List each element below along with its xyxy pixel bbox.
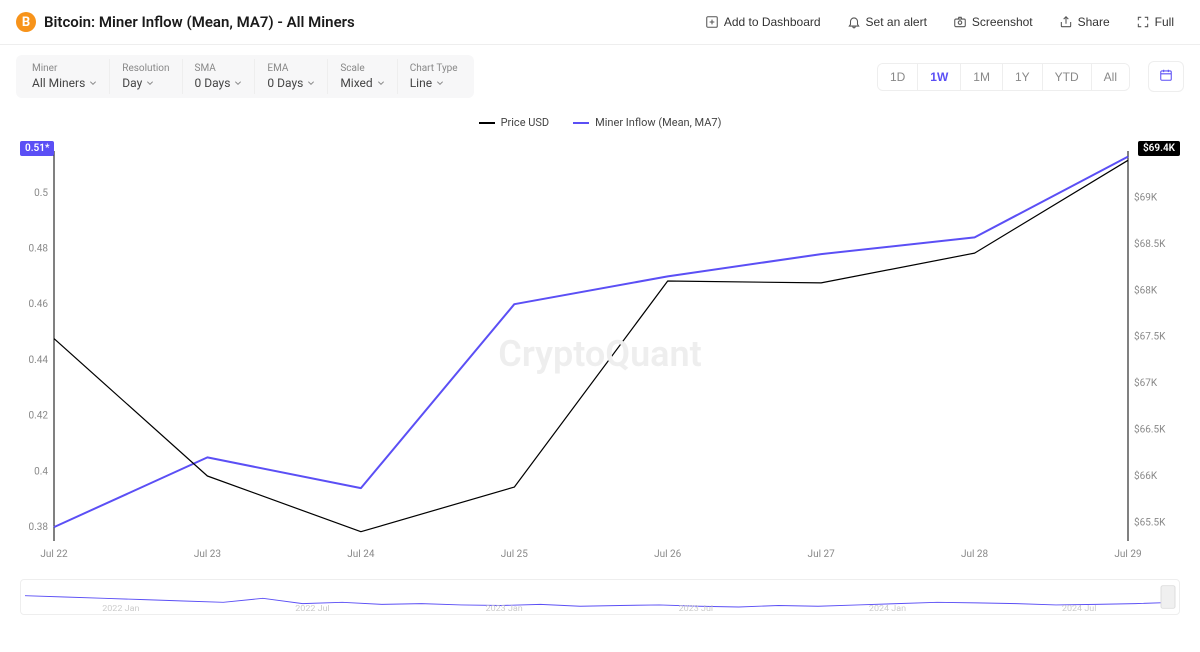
legend-swatch xyxy=(479,122,495,124)
chevron-down-icon xyxy=(436,79,444,87)
filter-miner[interactable]: Miner All Miners xyxy=(20,59,110,94)
filter-label: EMA xyxy=(267,63,315,74)
svg-text:0.44: 0.44 xyxy=(29,355,49,366)
add-to-dashboard-button[interactable]: Add to Dashboard xyxy=(695,10,831,34)
filter-label: Resolution xyxy=(122,63,169,74)
chart-svg: 0.38 0.4 0.42 0.44 0.46 0.48 0.5 $65.5K $66K $66.… xyxy=(20,141,1180,571)
svg-text:Jul 27: Jul 27 xyxy=(808,549,836,560)
legend-item: Price USD xyxy=(479,116,550,129)
filter-ema[interactable]: EMA 0 Days xyxy=(255,59,328,94)
svg-text:Jul 24: Jul 24 xyxy=(347,549,375,560)
legend-item: Miner Inflow (Mean, MA7) xyxy=(573,116,721,129)
filter-label: Scale xyxy=(340,63,384,74)
svg-text:Jul 22: Jul 22 xyxy=(40,549,68,560)
svg-text:Jul 25: Jul 25 xyxy=(501,549,529,560)
filter-label: SMA xyxy=(195,63,243,74)
y-right-current-badge: $69.4K xyxy=(1138,141,1180,156)
toolbar: Miner All Miners Resolution Day SMA 0 Da… xyxy=(0,45,1200,108)
screenshot-label: Screenshot xyxy=(972,15,1033,29)
svg-text:0.46: 0.46 xyxy=(29,299,49,310)
range-1d[interactable]: 1D xyxy=(878,64,918,90)
time-range-selector: 1D1W1M1YYTDAll xyxy=(877,63,1130,91)
range-1m[interactable]: 1M xyxy=(961,64,1003,90)
set-alert-button[interactable]: Set an alert xyxy=(837,10,937,34)
legend-label: Miner Inflow (Mean, MA7) xyxy=(595,116,721,129)
filter-value: Mixed xyxy=(340,76,384,90)
add-dashboard-label: Add to Dashboard xyxy=(724,15,821,29)
svg-text:2024 Jul: 2024 Jul xyxy=(1062,604,1096,614)
share-icon xyxy=(1059,15,1073,29)
range-ytd[interactable]: YTD xyxy=(1043,64,1092,90)
chevron-down-icon xyxy=(89,79,97,87)
mini-chart-svg: 2022 Jan 2022 Jul 2023 Jan 2023 Jul 2024 Jan… xyxy=(21,580,1179,614)
svg-text:0.4: 0.4 xyxy=(34,466,48,477)
legend-label: Price USD xyxy=(501,116,550,129)
svg-text:2023 Jan: 2023 Jan xyxy=(486,604,523,614)
filter-value: 0 Days xyxy=(267,76,315,90)
range-all[interactable]: All xyxy=(1092,64,1129,90)
svg-text:$68K: $68K xyxy=(1134,283,1158,296)
svg-text:0.38: 0.38 xyxy=(29,522,49,533)
header: B Bitcoin: Miner Inflow (Mean, MA7) - Al… xyxy=(0,0,1200,45)
svg-text:Jul 23: Jul 23 xyxy=(194,549,221,560)
svg-text:Jul 26: Jul 26 xyxy=(654,549,682,560)
filter-resolution[interactable]: Resolution Day xyxy=(110,59,182,94)
svg-text:2022 Jul: 2022 Jul xyxy=(295,604,329,614)
svg-text:$69K: $69K xyxy=(1134,190,1158,203)
filter-value: Day xyxy=(122,76,169,90)
svg-text:0.42: 0.42 xyxy=(29,411,49,422)
svg-text:$68.5K: $68.5K xyxy=(1134,237,1166,250)
chart-legend: Price USD Miner Inflow (Mean, MA7) xyxy=(0,108,1200,141)
svg-text:$67K: $67K xyxy=(1134,376,1158,389)
filter-value: Line xyxy=(410,76,458,90)
dashboard-icon xyxy=(705,15,719,29)
bell-icon xyxy=(847,15,861,29)
chevron-down-icon xyxy=(234,79,242,87)
full-button[interactable]: Full xyxy=(1126,10,1184,34)
bitcoin-icon-letter: B xyxy=(22,15,30,30)
filter-scale[interactable]: Scale Mixed xyxy=(328,59,397,94)
svg-text:2024 Jan: 2024 Jan xyxy=(869,604,906,614)
share-button[interactable]: Share xyxy=(1049,10,1120,34)
page-title: Bitcoin: Miner Inflow (Mean, MA7) - All … xyxy=(44,13,687,31)
screenshot-button[interactable]: Screenshot xyxy=(943,10,1043,34)
legend-swatch xyxy=(573,122,589,124)
filter-label: Miner xyxy=(32,63,97,74)
range-1y[interactable]: 1Y xyxy=(1003,64,1043,90)
main-chart: 0.51* $69.4K CryptoQuant 0.380.40.420.44… xyxy=(20,141,1180,571)
filter-sma[interactable]: SMA 0 Days xyxy=(183,59,256,94)
chevron-down-icon xyxy=(307,79,315,87)
svg-text:0.5: 0.5 xyxy=(34,188,48,199)
svg-text:$66.5K: $66.5K xyxy=(1134,423,1166,436)
share-label: Share xyxy=(1078,15,1110,29)
camera-icon xyxy=(953,15,967,29)
filter-value: 0 Days xyxy=(195,76,243,90)
full-label: Full xyxy=(1155,15,1174,29)
calendar-button[interactable] xyxy=(1148,61,1184,92)
chevron-down-icon xyxy=(377,79,385,87)
filter-group: Miner All Miners Resolution Day SMA 0 Da… xyxy=(16,55,474,98)
svg-text:$66K: $66K xyxy=(1134,469,1158,482)
range-navigator[interactable]: 2022 Jan 2022 Jul 2023 Jan 2023 Jul 2024 Jan… xyxy=(20,579,1180,615)
range-1w[interactable]: 1W xyxy=(918,64,961,90)
chart-container: 0.51* $69.4K CryptoQuant 0.380.40.420.44… xyxy=(0,141,1200,615)
y-left-current-badge: 0.51* xyxy=(20,141,54,156)
filter-label: Chart Type xyxy=(410,63,458,74)
svg-text:Jul 29: Jul 29 xyxy=(1114,549,1141,560)
svg-text:Jul 28: Jul 28 xyxy=(961,549,989,560)
svg-text:0.48: 0.48 xyxy=(29,244,49,255)
chevron-down-icon xyxy=(146,79,154,87)
bitcoin-icon: B xyxy=(16,12,36,32)
set-alert-label: Set an alert xyxy=(866,15,927,29)
filter-value: All Miners xyxy=(32,76,97,90)
filter-chart-type[interactable]: Chart Type Line xyxy=(398,59,470,94)
svg-text:$67.5K: $67.5K xyxy=(1134,330,1166,343)
header-actions: Add to Dashboard Set an alert Screenshot… xyxy=(695,10,1184,34)
svg-text:2023 Jul: 2023 Jul xyxy=(679,604,713,614)
svg-text:2022 Jan: 2022 Jan xyxy=(102,604,139,614)
svg-text:$65.5K: $65.5K xyxy=(1134,515,1166,528)
expand-icon xyxy=(1136,15,1150,29)
calendar-icon xyxy=(1159,68,1173,82)
